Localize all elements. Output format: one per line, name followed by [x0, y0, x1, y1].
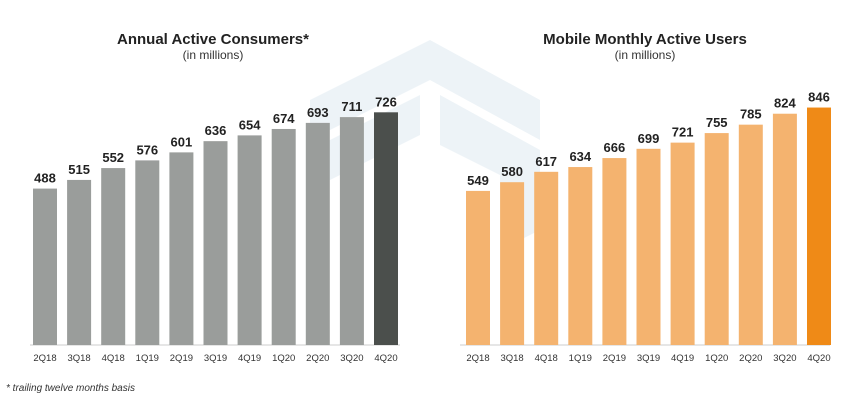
bar-1q20 — [704, 133, 729, 345]
data-label: 634 — [569, 149, 591, 164]
x-tick-label: 1Q19 — [569, 353, 592, 364]
data-label: 726 — [375, 94, 397, 109]
bar-3q18 — [500, 182, 525, 345]
x-tick-label: 3Q19 — [204, 353, 227, 364]
chart-title: Mobile Monthly Active Users — [543, 31, 747, 48]
x-tick-label: 3Q20 — [340, 353, 363, 364]
bar-2q20 — [305, 122, 330, 345]
data-label: 488 — [34, 171, 56, 186]
data-label: 755 — [706, 115, 728, 130]
x-tick-label: 4Q18 — [535, 353, 558, 364]
data-label: 711 — [341, 99, 362, 114]
data-label: 636 — [205, 123, 227, 138]
bar-4q20 — [374, 112, 398, 345]
data-label: 785 — [740, 107, 762, 122]
data-label: 674 — [273, 111, 295, 126]
bar-1q20 — [271, 128, 296, 345]
data-label: 515 — [68, 162, 90, 177]
data-label: 721 — [672, 125, 694, 140]
data-label: 693 — [307, 105, 329, 120]
bar-2q18 — [466, 190, 490, 345]
data-label: 601 — [171, 134, 193, 149]
chart-subtitle: (in millions) — [183, 48, 244, 62]
footnote: * trailing twelve months basis — [6, 383, 135, 394]
annual-active-consumers-chart: Annual Active Consumers* (in millions) 4… — [30, 31, 400, 364]
chart-subtitle: (in millions) — [615, 48, 676, 62]
data-label: 846 — [808, 90, 830, 105]
data-label: 552 — [102, 150, 124, 165]
bar-3q19 — [203, 141, 228, 345]
data-label: 824 — [774, 96, 796, 111]
data-label: 580 — [501, 164, 523, 179]
x-tick-label: 4Q20 — [807, 353, 830, 364]
bar-2q18 — [33, 188, 57, 345]
x-tick-label: 4Q18 — [102, 353, 125, 364]
x-tick-label: 3Q18 — [67, 353, 90, 364]
bar-2q20 — [738, 124, 763, 346]
data-label: 549 — [467, 173, 489, 188]
x-tick-label: 4Q19 — [671, 353, 694, 364]
bar-2q19 — [169, 152, 194, 345]
data-label: 654 — [239, 117, 261, 132]
x-tick-label: 2Q20 — [306, 353, 329, 364]
data-label: 576 — [136, 142, 158, 157]
data-label: 699 — [638, 131, 660, 146]
bar-1q19 — [135, 160, 160, 345]
x-tick-label: 1Q20 — [705, 353, 728, 364]
x-tick-label: 4Q19 — [238, 353, 261, 364]
bar-4q20 — [807, 107, 831, 345]
x-tick-label: 3Q19 — [637, 353, 660, 364]
x-tick-label: 1Q20 — [272, 353, 295, 364]
bar-4q18 — [101, 168, 126, 345]
bar-1q19 — [568, 167, 593, 345]
x-tick-label: 2Q20 — [739, 353, 762, 364]
x-tick-label: 2Q19 — [170, 353, 193, 364]
data-label: 666 — [604, 140, 626, 155]
x-tick-label: 4Q20 — [374, 353, 397, 364]
bar-2q19 — [602, 158, 627, 345]
x-tick-label: 1Q19 — [136, 353, 159, 364]
x-tick-label: 2Q18 — [466, 353, 489, 364]
x-tick-label: 2Q18 — [33, 353, 56, 364]
x-tick-label: 3Q18 — [500, 353, 523, 364]
bar-4q19 — [237, 135, 262, 345]
x-tick-label: 2Q19 — [603, 353, 626, 364]
x-tick-label: 3Q20 — [773, 353, 796, 364]
bar-3q20 — [772, 113, 797, 345]
bar-3q18 — [67, 179, 92, 345]
chart-title: Annual Active Consumers* — [117, 31, 309, 48]
bar-3q19 — [636, 148, 661, 345]
bar-3q20 — [339, 117, 364, 345]
mobile-monthly-active-users-chart: Mobile Monthly Active Users (in millions… — [460, 31, 831, 364]
bar-4q18 — [534, 171, 559, 345]
data-label: 617 — [535, 154, 557, 169]
bar-4q19 — [670, 142, 695, 345]
